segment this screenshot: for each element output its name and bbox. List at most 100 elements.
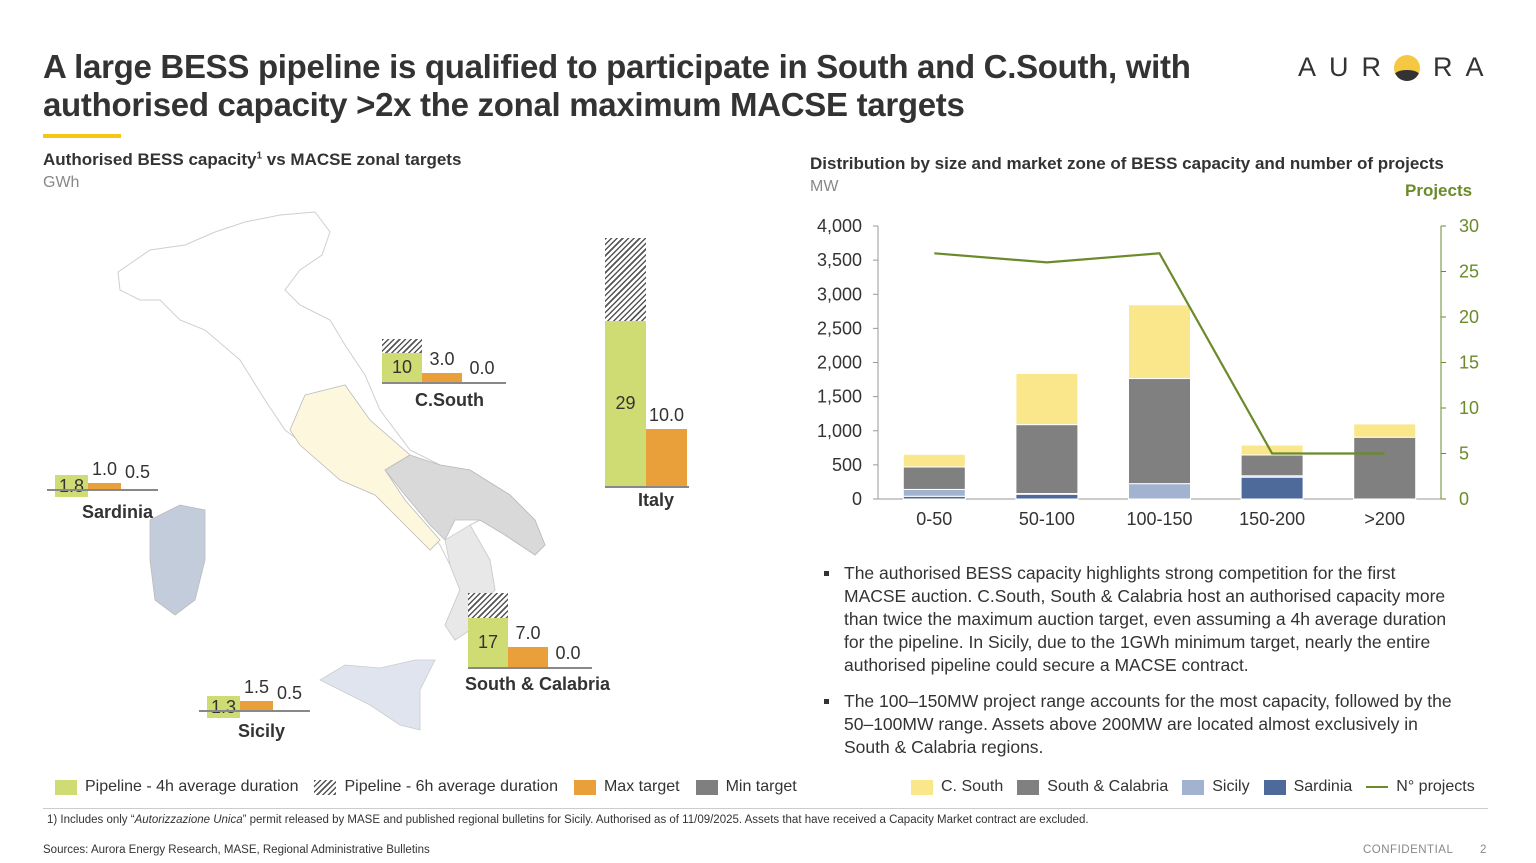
- legend-min: Min target: [725, 778, 797, 795]
- pipeline-bar: 10: [382, 353, 422, 382]
- max-target-label: 3.0: [429, 349, 455, 370]
- bar-south-calabria: [1015, 424, 1079, 495]
- legend-4h: Pipeline - 4h average duration: [85, 778, 299, 795]
- region-sardinia: [149, 504, 206, 616]
- legend-swatch-max: [573, 779, 596, 795]
- y2-tick-label: 30: [1459, 216, 1479, 236]
- y-tick-label: 4,000: [817, 216, 862, 236]
- pipeline-6h-bar: [468, 593, 508, 618]
- min-target-label: 0.5: [276, 683, 303, 704]
- bar-sicily: [1128, 483, 1191, 500]
- bar-south-calabria: [1353, 436, 1417, 500]
- pipeline-bar: 1.8: [55, 475, 88, 497]
- aurora-logo: AUR RA: [1298, 52, 1497, 83]
- bullet-1: The authorised BESS capacity highlights …: [822, 562, 1462, 677]
- footnote: 1) Includes only “Autorizzazione Unica” …: [47, 814, 1089, 826]
- projects-axis-label: Projects: [1405, 181, 1473, 200]
- legend-csouth: C. South: [941, 778, 1004, 795]
- left-chart-title: Authorised BESS capacity1 vs MACSE zonal…: [43, 150, 461, 170]
- y-tick-label: 500: [832, 455, 862, 475]
- region-label: Sicily: [238, 721, 286, 741]
- region-sicily: [319, 659, 436, 731]
- max-target-bar: [88, 483, 121, 489]
- y2-tick-label: 25: [1459, 262, 1479, 282]
- right-unit: MW: [810, 178, 839, 195]
- sources: Sources: Aurora Energy Research, MASE, R…: [43, 844, 430, 856]
- legend-projects: N° projects: [1396, 778, 1475, 795]
- region-south: [384, 454, 546, 556]
- y2-tick-label: 10: [1459, 398, 1479, 418]
- page-title: A large BESS pipeline is qualified to pa…: [43, 48, 1191, 123]
- legend-6h: Pipeline - 6h average duration: [344, 778, 558, 795]
- max-target-bar: [422, 373, 462, 382]
- y-tick-label: 3,000: [817, 284, 862, 304]
- legend-swatch-4h: [55, 779, 77, 795]
- baseline: [468, 667, 592, 669]
- bar-sardinia: [1015, 493, 1079, 500]
- left-unit: GWh: [43, 174, 80, 191]
- region-label: South & Calabria: [465, 674, 611, 694]
- bar-c-south: [902, 453, 966, 468]
- bar-c-south: [1015, 372, 1079, 426]
- bullet-2: The 100–150MW project range accounts for…: [822, 690, 1462, 759]
- bar-sicily: [902, 488, 966, 497]
- legend-swatch-sardinia: [1263, 779, 1286, 795]
- projects-line: [934, 252, 1385, 455]
- bar-c-south: [1240, 444, 1304, 456]
- x-tick-label: 150-200: [1239, 509, 1305, 529]
- max-target-bar: [646, 429, 687, 486]
- bar-c-south: [1128, 304, 1191, 380]
- max-target-label: 1.0: [91, 459, 118, 480]
- max-target-label: 7.0: [515, 622, 541, 643]
- legend-swatch-south: [1017, 779, 1040, 795]
- logo-text-right: RA: [1433, 52, 1497, 82]
- pipeline-bar: 29: [605, 320, 646, 486]
- baseline: [47, 489, 158, 491]
- legend-swatch-csouth: [911, 779, 933, 795]
- x-tick-label: 0-50: [916, 509, 952, 529]
- baseline: [605, 486, 689, 488]
- pipeline-6h-bar: [382, 338, 422, 353]
- page-number: 2: [1480, 844, 1487, 856]
- bar-south-calabria: [1240, 454, 1304, 477]
- region-label: Italy: [638, 490, 675, 510]
- y2-tick-label: 0: [1459, 489, 1469, 509]
- min-target-label: 0.0: [469, 358, 495, 378]
- region-label: Sardinia: [82, 502, 154, 522]
- left-title-rest: vs MACSE zonal targets: [262, 150, 462, 169]
- footnote-ref: 1: [256, 150, 263, 162]
- left-title-text: Authorised BESS capacity: [43, 150, 257, 169]
- italy-map: [117, 211, 546, 731]
- x-tick-label: >200: [1364, 509, 1405, 529]
- confidential-label: CONFIDENTIAL: [1363, 844, 1454, 856]
- region-label: C.South: [415, 390, 484, 410]
- bar-south-calabria: [902, 466, 966, 490]
- y-tick-label: 3,500: [817, 250, 862, 270]
- sun-icon: [1394, 54, 1421, 81]
- y-tick-label: 1,000: [817, 421, 862, 441]
- bar-c-south: [1353, 423, 1417, 438]
- x-tick-label: 100-150: [1126, 509, 1192, 529]
- baseline: [199, 710, 310, 712]
- footnote-post: ” permit released by MASE and published …: [242, 814, 1089, 826]
- legend-swatch-6h: [314, 779, 337, 795]
- legend-max: Max target: [603, 778, 680, 795]
- pipeline-6h-bar: [605, 238, 646, 321]
- y-tick-label: 2,500: [817, 318, 862, 338]
- max-target-label: 10.0: [648, 405, 685, 425]
- chart-legend: C. South South & Calabria Sicily Sardini…: [911, 778, 1475, 796]
- y2-tick-label: 20: [1459, 307, 1479, 327]
- legend-swatch-min: [695, 779, 718, 795]
- legend-line-projects: [1366, 786, 1389, 788]
- y-tick-label: 2,000: [817, 353, 862, 373]
- title-underline: [43, 134, 121, 138]
- region-csouth: [289, 384, 441, 551]
- x-tick-label: 50-100: [1019, 509, 1075, 529]
- min-target-label: 0.0: [555, 643, 581, 663]
- min-target-label: 0.5: [124, 462, 151, 483]
- max-target-bar: [240, 701, 273, 710]
- max-target-label: 1.5: [243, 677, 270, 698]
- y-tick-label: 1,500: [817, 387, 862, 407]
- y2-tick-label: 15: [1459, 353, 1479, 373]
- capacity-chart: 0 500 1,000 1,500 2,000 2,500 3,000 3,500 4,000 0…: [817, 216, 1479, 529]
